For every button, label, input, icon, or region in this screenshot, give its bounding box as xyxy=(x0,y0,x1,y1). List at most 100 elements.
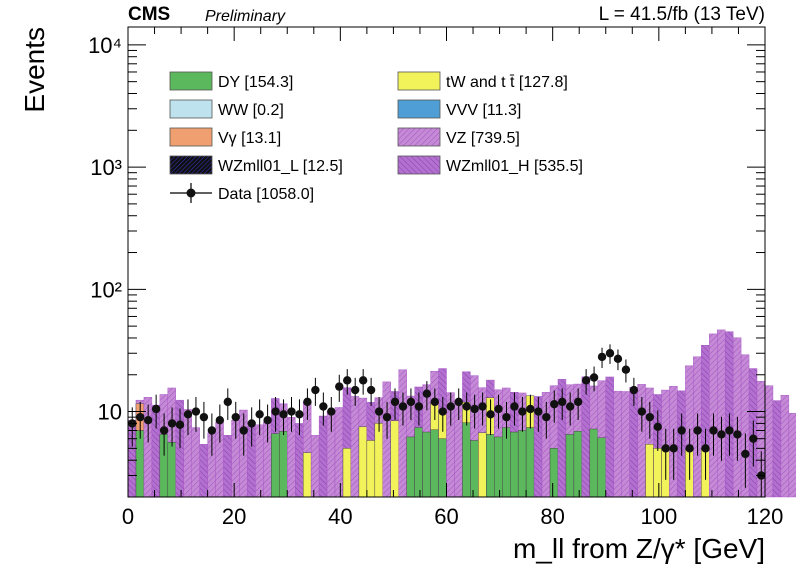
legend-label-ww: WW [0.2] xyxy=(218,102,284,119)
legend-swatch-wzh xyxy=(397,155,441,175)
stack-bar xyxy=(613,390,622,498)
x-tick-label: 80 xyxy=(540,504,564,529)
data-point xyxy=(382,412,392,422)
stack-bar xyxy=(717,329,726,498)
data-point xyxy=(319,402,328,411)
dy-bar xyxy=(414,427,423,498)
data-point xyxy=(510,402,519,411)
x-tick-label: 60 xyxy=(434,504,458,529)
dy-bar xyxy=(406,436,415,498)
legend-swatch-vg xyxy=(169,127,213,147)
dy-bar xyxy=(486,434,495,498)
dy-bar xyxy=(549,448,559,498)
data-point xyxy=(534,407,543,416)
data-point xyxy=(613,354,623,364)
data-point xyxy=(414,402,424,411)
data-point xyxy=(470,404,479,414)
data-points xyxy=(128,344,766,497)
data-point xyxy=(478,402,487,411)
top-bar xyxy=(645,444,654,498)
data-point xyxy=(717,430,726,439)
preliminary-label: Preliminary xyxy=(205,8,286,25)
data-point xyxy=(494,404,503,414)
legend-swatch-ww xyxy=(169,99,213,119)
legend-label-dy: DY [154.3] xyxy=(218,74,293,91)
dy-bar xyxy=(573,431,583,498)
data-point xyxy=(175,420,185,429)
data-point xyxy=(526,404,535,414)
top-bar xyxy=(342,448,352,498)
y-tick-label: 10 xyxy=(98,400,122,425)
data-point xyxy=(136,412,145,422)
legend-swatch-top xyxy=(397,71,441,91)
data-point xyxy=(565,402,575,411)
data-point xyxy=(677,426,686,435)
stack-bar xyxy=(764,385,774,498)
data-point xyxy=(597,352,607,362)
legend: DY [154.3] tW and t t̄ [127.8] WW [0.2] VVV… xyxy=(169,71,583,203)
stack-bar xyxy=(191,427,200,498)
data-point xyxy=(685,444,694,453)
x-tick-label: 120 xyxy=(747,504,784,529)
legend-label-vvv: VVV [11.3] xyxy=(446,102,521,119)
top-bar xyxy=(358,426,368,498)
top-bar xyxy=(390,420,399,498)
data-point xyxy=(350,385,360,395)
legend-data-marker xyxy=(186,188,196,198)
y-tick-label: 10⁴ xyxy=(88,33,122,58)
stack-bar xyxy=(382,381,391,498)
legend-swatch-vz xyxy=(397,127,441,147)
data-point xyxy=(518,407,527,416)
data-point xyxy=(430,397,440,407)
data-point xyxy=(303,397,312,407)
data-point xyxy=(454,397,463,407)
dy-bar xyxy=(167,442,176,498)
axis-ticks: 0 20 40 60 80 100 120 10 10² 10³ 10⁴ xyxy=(88,27,783,529)
data-point xyxy=(621,365,631,374)
data-point xyxy=(605,349,615,358)
data-point xyxy=(637,407,647,416)
data-point xyxy=(398,402,408,411)
data-point xyxy=(255,410,264,419)
data-point xyxy=(311,385,320,395)
dy-bar xyxy=(525,427,535,498)
stack-bar xyxy=(350,396,360,498)
data-point xyxy=(701,444,710,453)
luminosity-label: L = 41.5/fb (13 TeV) xyxy=(599,4,765,25)
data-point xyxy=(486,410,495,419)
data-point xyxy=(653,422,662,432)
data-point xyxy=(390,397,400,407)
data-point xyxy=(749,434,758,443)
legend-label-wzl: WZmll01_L [12.5] xyxy=(218,158,343,175)
dy-bar xyxy=(135,430,145,498)
dy-bar xyxy=(565,434,575,498)
data-point xyxy=(247,419,256,428)
legend-label-top: tW and t t̄ [127.8] xyxy=(446,74,568,91)
stack-bar xyxy=(772,400,782,498)
x-axis-title: m_ll from Z/γ* [GeV] xyxy=(513,533,765,564)
top-bar xyxy=(374,423,383,498)
data-point xyxy=(462,402,471,411)
data-point xyxy=(374,407,384,416)
legend-swatch-dy xyxy=(169,71,213,91)
stack-bar xyxy=(780,395,790,498)
dy-bar xyxy=(517,430,527,498)
data-point xyxy=(263,415,272,425)
x-tick-label: 40 xyxy=(328,504,352,529)
stack-bar xyxy=(621,391,630,498)
dy-bar xyxy=(462,422,471,498)
data-point xyxy=(406,397,416,407)
dy-bar xyxy=(430,429,439,498)
stack-bar xyxy=(318,415,328,498)
stack-bar xyxy=(788,412,796,498)
legend-label-data: Data [1058.0] xyxy=(218,186,314,203)
y-tick-label: 10³ xyxy=(90,155,122,180)
data-point xyxy=(725,426,734,435)
data-point xyxy=(191,407,201,416)
data-point xyxy=(159,426,169,435)
top-bar xyxy=(478,432,487,498)
stack-bar xyxy=(334,407,344,498)
legend-swatch-vvv xyxy=(397,99,441,119)
data-point xyxy=(550,399,559,409)
